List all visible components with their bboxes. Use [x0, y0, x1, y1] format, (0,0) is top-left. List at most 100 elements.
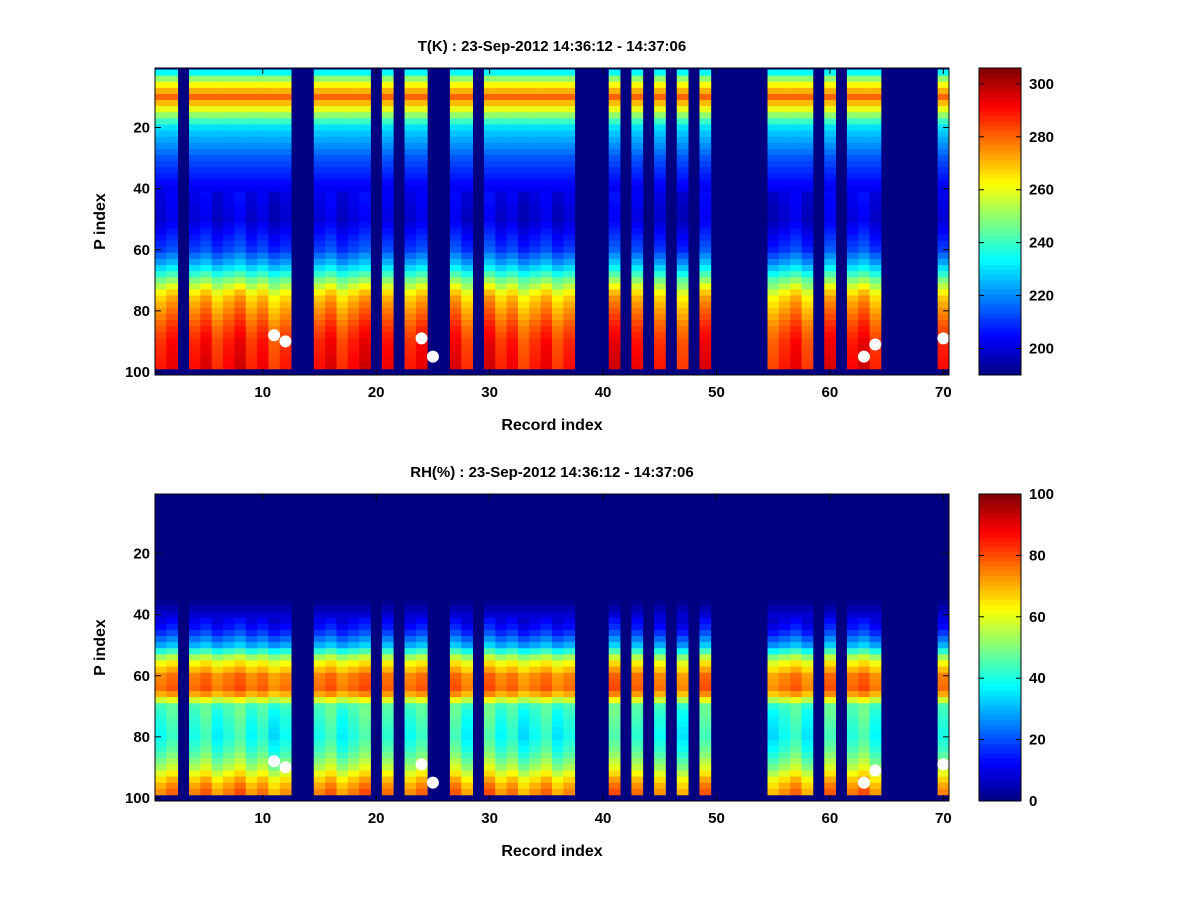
heatmap-cell: [415, 495, 428, 503]
heatmap-cell: [517, 271, 530, 278]
heatmap-cell: [234, 599, 247, 606]
colorbar-swatch: [979, 628, 1021, 634]
heatmap-cell: [767, 678, 780, 686]
heatmap-cell: [608, 782, 621, 790]
heatmap-cell: [325, 672, 337, 680]
heatmap-cell: [245, 739, 258, 747]
heatmap-cell: [279, 203, 292, 211]
heatmap-cell: [767, 93, 780, 101]
heatmap-cell: [506, 350, 519, 358]
heatmap-cell: [313, 258, 326, 266]
heatmap-cell: [608, 672, 621, 680]
heatmap-cell: [676, 161, 689, 168]
heatmap-cell: [540, 764, 553, 771]
heatmap-cell: [461, 307, 473, 315]
heatmap-cell: [279, 185, 292, 193]
heatmap-cell: [801, 222, 814, 229]
heatmap-cell: [257, 320, 269, 327]
heatmap-cell: [824, 338, 836, 345]
heatmap-cell: [200, 770, 213, 777]
colorbar-swatch: [979, 671, 1021, 677]
heatmap-cell: [234, 277, 247, 284]
heatmap-cell: [790, 320, 802, 327]
heatmap-cell: [381, 326, 394, 333]
heatmap-cell: [415, 672, 428, 680]
heatmap-cell: [166, 532, 179, 539]
heatmap-cell: [257, 782, 269, 790]
heatmap-cell: [858, 362, 870, 370]
heatmap-cell: [313, 715, 326, 722]
heatmap-cell: [654, 562, 666, 570]
heatmap-cell: [506, 161, 519, 168]
heatmap-cell: [869, 252, 882, 260]
heatmap-cell: [279, 519, 292, 527]
heatmap-cell: [608, 648, 621, 655]
heatmap-cell: [676, 691, 689, 698]
heatmap-cell: [517, 574, 530, 582]
heatmap-cell: [699, 93, 712, 101]
heatmap-cell: [608, 252, 621, 260]
heatmap-cell: [676, 593, 689, 600]
heatmap-cell: [654, 544, 666, 551]
heatmap-cell: [676, 173, 689, 180]
heatmap-cell: [155, 770, 167, 777]
heatmap-cell: [846, 697, 859, 704]
heatmap-cell: [245, 746, 258, 753]
heatmap-cell: [325, 313, 337, 321]
heatmap-cell: [869, 550, 882, 558]
heatmap-cell: [506, 672, 519, 680]
heatmap-cell: [268, 210, 281, 217]
heatmap-cell: [529, 611, 542, 619]
heatmap-cell: [234, 344, 247, 351]
heatmap-cell: [767, 173, 780, 180]
heatmap-cell: [166, 203, 179, 211]
heatmap-cell: [790, 356, 802, 364]
heatmap-cell: [801, 240, 814, 248]
heatmap-cell: [347, 222, 360, 229]
heatmap-cell: [483, 629, 496, 637]
heatmap-cell: [506, 106, 519, 113]
heatmap-cell: [517, 301, 530, 309]
heatmap-cell: [699, 513, 712, 521]
heatmap-cell: [245, 344, 258, 351]
heatmap-cell: [676, 526, 689, 533]
heatmap-cell: [778, 629, 791, 637]
heatmap-cell: [234, 770, 247, 777]
heatmap-cell: [257, 136, 269, 144]
heatmap-cell: [506, 203, 519, 211]
colorbar-swatch: [979, 609, 1021, 615]
heatmap-cell: [801, 629, 814, 637]
heatmap-cell: [223, 788, 235, 796]
heatmap-cell: [415, 93, 428, 101]
heatmap-cell: [654, 556, 666, 564]
heatmap-cell: [200, 495, 213, 503]
heatmap-cell: [869, 782, 882, 790]
heatmap-cell: [257, 210, 269, 217]
heatmap-cell: [506, 611, 519, 619]
heatmap-cell: [824, 532, 836, 539]
heatmap-cell: [563, 709, 576, 716]
heatmap-cell: [778, 350, 791, 358]
heatmap-cell: [495, 362, 508, 370]
heatmap-cell: [404, 271, 417, 278]
heatmap-cell: [166, 672, 179, 680]
heatmap-cell: [552, 501, 564, 509]
heatmap-cell: [517, 69, 530, 77]
heatmap-cell: [257, 568, 269, 576]
chart-title: RH(%) : 23-Sep-2012 14:36:12 - 14:37:06: [410, 464, 693, 481]
heatmap-cell: [336, 356, 349, 364]
heatmap-cell: [347, 234, 360, 241]
heatmap-cell: [359, 106, 371, 113]
heatmap-cell: [790, 265, 802, 272]
heatmap-cell: [155, 709, 167, 716]
heatmap-cell: [506, 362, 519, 370]
heatmap-cell: [449, 252, 462, 260]
heatmap-cell: [608, 697, 621, 704]
heatmap-cell: [279, 118, 292, 125]
heatmap-cell: [166, 764, 179, 771]
heatmap-cell: [461, 124, 473, 132]
heatmap-cell: [313, 538, 326, 545]
heatmap-cell: [506, 240, 519, 248]
heatmap-cell: [461, 764, 473, 771]
heatmap-cell: [552, 173, 564, 180]
